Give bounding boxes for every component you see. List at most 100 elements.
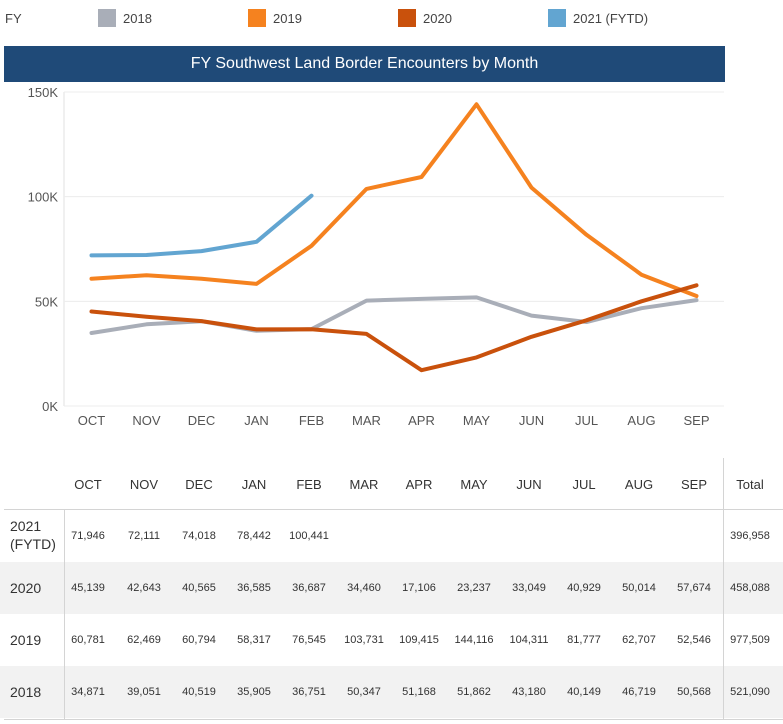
- table-cell: 109,415: [399, 634, 439, 646]
- table-header-cell: Total: [736, 477, 764, 492]
- table-header-cell: JUN: [516, 477, 542, 492]
- table-cell: 40,929: [567, 582, 601, 594]
- table-header-cell: NOV: [129, 477, 159, 492]
- x-tick-label: MAY: [463, 413, 491, 428]
- chart-title: FY Southwest Land Border Encounters by M…: [4, 46, 725, 82]
- table-cell: 81,777: [567, 634, 601, 646]
- legend-title: FY: [5, 11, 22, 26]
- y-tick-label: 100K: [28, 190, 59, 205]
- table-cell: 78,442: [237, 530, 271, 542]
- table-header-cell: SEP: [680, 477, 707, 492]
- table-header-row: OCT NOV DEC JAN FEB MAR APR MAY JUN JUL AUG SEP Tota…: [0, 458, 783, 508]
- x-tick-label: OCT: [78, 413, 106, 428]
- table-row-label: 2021 (FYTD): [10, 518, 56, 552]
- table-total-cell: 521,090: [730, 686, 770, 698]
- line-chart: 0K 50K 100K 150K OCT NOV DEC JAN FEB MAR APR MAY JUN…: [28, 85, 724, 428]
- table-row: 2019 60,781 62,469 60,794 58,317 76,545 103,73…: [0, 614, 783, 666]
- table-cell: 46,719: [622, 686, 656, 698]
- table-cell: 62,469: [127, 634, 161, 646]
- legend-swatch-2019: [248, 9, 266, 27]
- table-cell: 50,347: [347, 686, 381, 698]
- data-table: OCT NOV DEC JAN FEB MAR APR MAY JUN JUL AUG SEP Tota…: [0, 458, 783, 724]
- x-tick-label: JUN: [519, 413, 544, 428]
- table-cell: 51,862: [457, 686, 491, 698]
- legend-item-2018[interactable]: 2018: [98, 9, 152, 27]
- table-header-cell: JUL: [572, 477, 596, 492]
- table-row: 2021 (FYTD) 71,946 72,111 74,018 78,442 100,44…: [0, 510, 783, 562]
- table-divider: [4, 509, 783, 510]
- legend-swatch-2021: [548, 9, 566, 27]
- legend-item-2019[interactable]: 2019: [248, 9, 302, 27]
- table-cell: 50,568: [677, 686, 711, 698]
- y-tick-label: 0K: [42, 399, 58, 414]
- x-tick-label: FEB: [299, 413, 324, 428]
- table-cell: 23,237: [457, 582, 491, 594]
- table-row: 2018 34,871 39,051 40,519 35,905 36,751 50,347…: [0, 666, 783, 718]
- x-tick-label: APR: [408, 413, 435, 428]
- table-cell: 36,585: [237, 582, 271, 594]
- table-cell: 71,946: [71, 530, 105, 542]
- table-cell: 144,116: [454, 634, 494, 646]
- legend-label-2018: 2018: [123, 10, 152, 26]
- table-divider: [4, 719, 783, 720]
- table-cell: 34,871: [71, 686, 105, 698]
- table-row: 2020 45,139 42,643 40,565 36,585 36,687 34,460…: [0, 562, 783, 614]
- table-cell: 72,111: [127, 530, 160, 542]
- table-header-cell: MAR: [349, 477, 379, 492]
- legend-label-2021: 2021 (FYTD): [573, 10, 649, 26]
- table-cell: 17,106: [402, 582, 436, 594]
- table-total-cell: 396,958: [730, 530, 770, 542]
- table-divider: [723, 458, 724, 720]
- table-divider: [64, 510, 65, 720]
- table-cell: 62,707: [622, 634, 656, 646]
- chart-legend: FY 2018 2019 2020 2021 (FYTD): [0, 0, 783, 36]
- table-cell: 57,674: [677, 582, 711, 594]
- table-cell: 60,794: [182, 634, 216, 646]
- legend-label-2019: 2019: [273, 10, 302, 26]
- series-line-2021-fytd: [89, 193, 314, 258]
- table-header-cell: FEB: [296, 477, 322, 492]
- legend-label-2020: 2020: [423, 10, 452, 26]
- table-row-label: 2020: [10, 580, 42, 596]
- x-tick-label: DEC: [188, 413, 215, 428]
- table-header-cell: OCT: [74, 477, 102, 492]
- table-total-cell: 977,509: [730, 634, 770, 646]
- x-tick-label: JAN: [244, 413, 269, 428]
- table-row-label: 2018: [10, 684, 42, 700]
- x-tick-label: NOV: [132, 413, 161, 428]
- legend-item-2020[interactable]: 2020: [398, 9, 452, 27]
- table-cell: 103,731: [344, 634, 384, 646]
- table-cell: 58,317: [237, 634, 271, 646]
- table-cell: 43,180: [512, 686, 546, 698]
- table-cell: 35,905: [237, 686, 271, 698]
- legend-swatch-2020: [398, 9, 416, 27]
- table-total-cell: 458,088: [730, 582, 770, 594]
- y-tick-label: 50K: [35, 294, 58, 309]
- table-cell: 76,545: [292, 634, 326, 646]
- series-line-2020: [89, 283, 699, 373]
- legend-swatch-2018: [98, 9, 116, 27]
- table-header-cell: MAY: [460, 477, 488, 492]
- table-cell: 74,018: [182, 530, 216, 542]
- table-cell: 45,139: [71, 582, 105, 594]
- table-cell: 40,519: [182, 686, 216, 698]
- table-cell: 104,311: [509, 634, 549, 646]
- legend-item-2021[interactable]: 2021 (FYTD): [548, 9, 648, 27]
- table-cell: 40,149: [567, 686, 601, 698]
- x-tick-label: AUG: [627, 413, 655, 428]
- y-tick-label: 150K: [28, 85, 59, 100]
- table-cell: 51,168: [402, 686, 436, 698]
- table-cell: 100,441: [289, 530, 329, 542]
- x-tick-label: SEP: [683, 413, 709, 428]
- table-cell: 52,546: [677, 634, 711, 646]
- table-cell: 40,565: [182, 582, 216, 594]
- table-cell: 36,751: [292, 686, 326, 698]
- table-row-label: 2019: [10, 632, 42, 648]
- table-cell: 60,781: [71, 634, 105, 646]
- table-cell: 50,014: [622, 582, 656, 594]
- table-header-cell: AUG: [624, 477, 654, 492]
- table-cell: 33,049: [512, 582, 546, 594]
- x-tick-label: JUL: [575, 413, 598, 428]
- table-cell: 39,051: [127, 686, 161, 698]
- table-cell: 34,460: [347, 582, 381, 594]
